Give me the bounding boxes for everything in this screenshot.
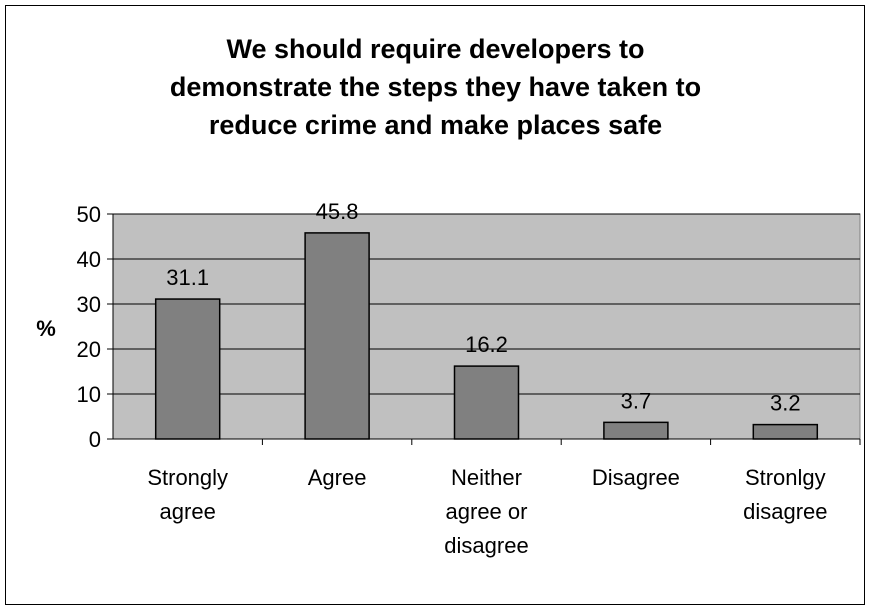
x-tick-label: Stronlgy [745,465,826,490]
x-tick-label: Disagree [592,465,680,490]
y-tick-label: 40 [77,247,101,272]
bar [304,232,370,440]
x-tick-label: Strongly [147,465,228,490]
x-tick-label: agree or [446,499,528,524]
data-label: 16.2 [465,332,508,357]
x-tick-label: disagree [444,533,528,558]
bar [752,423,819,440]
y-tick-label: 30 [77,292,101,317]
data-label: 3.2 [770,391,801,416]
y-axis-label: % [36,316,56,341]
bar [154,298,221,440]
x-tick-label: agree [160,499,216,524]
chart-title: We should require developers to demonstr… [0,30,871,144]
x-tick-label: Agree [308,465,367,490]
data-label: 31.1 [166,265,209,290]
chart-title-line-2: demonstrate the steps they have taken to [169,72,702,102]
data-label: 3.7 [621,388,652,413]
x-tick-label: Neither [451,465,522,490]
y-tick-label: 50 [77,202,101,227]
x-tick-label: disagree [743,499,827,524]
y-tick-label: 20 [77,337,101,362]
bar [453,365,520,440]
chart-title-line-1: We should require developers to [226,34,645,64]
y-tick-label: 10 [77,382,101,407]
bar [603,421,669,440]
y-tick-label: 0 [89,427,101,452]
chart-title-line-3: reduce crime and make places safe [208,110,663,140]
data-label: 45.8 [316,199,359,224]
